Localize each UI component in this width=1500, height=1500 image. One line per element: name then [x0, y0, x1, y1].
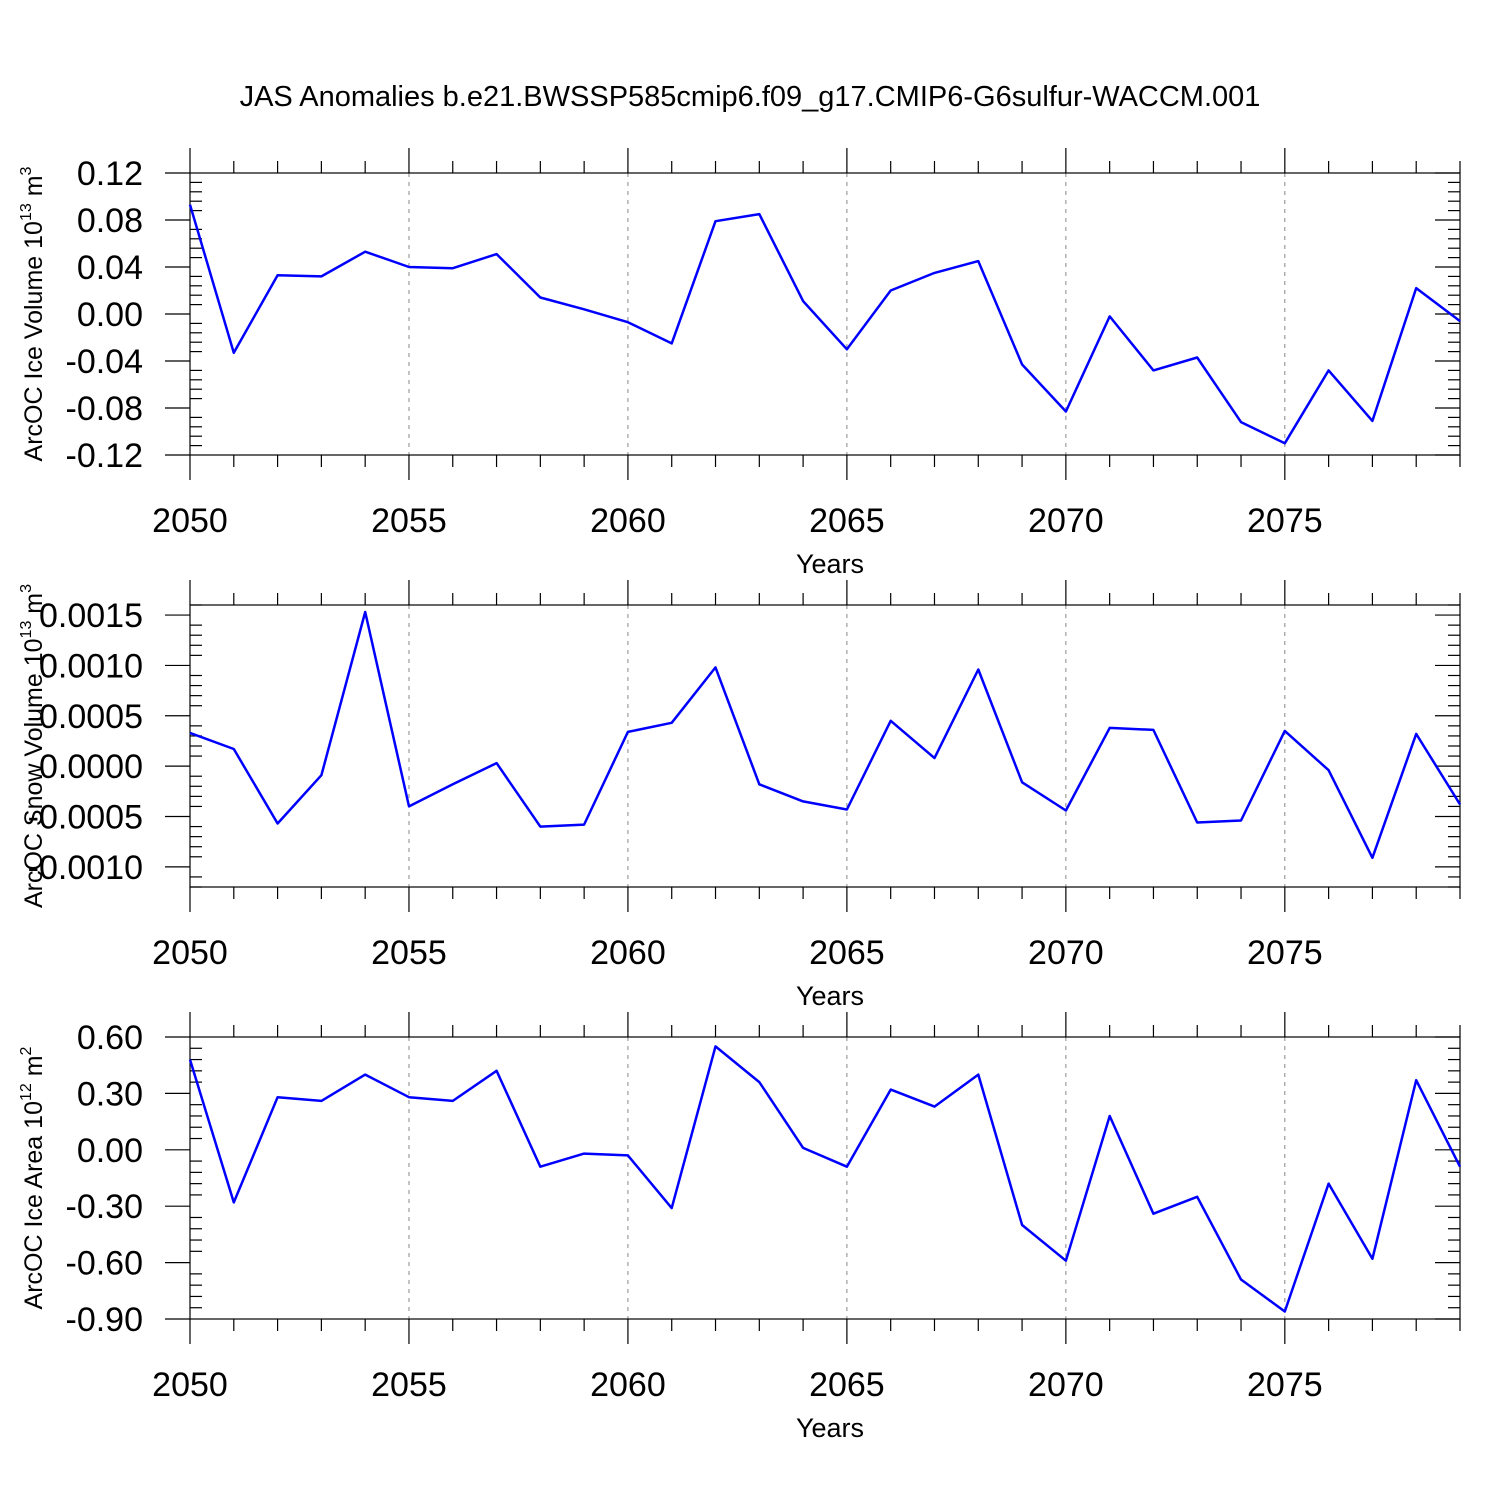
x-tick-label: 2050 — [152, 1366, 228, 1404]
x-tick-label: 2075 — [1247, 1366, 1323, 1404]
y-tick-label: 0.0005 — [39, 698, 143, 736]
y-tick-label: -0.08 — [66, 390, 144, 428]
y-tick-label: -0.04 — [66, 343, 144, 381]
y-tick-label: 0.0000 — [39, 748, 143, 786]
x-tick-label: 2060 — [590, 1366, 666, 1404]
y-tick-label: 0.00 — [77, 1132, 143, 1170]
panel-3: 2050 2055 2060 2065 2070 2075 Years -0.90 -0.60 -… — [18, 1012, 1462, 1443]
x-tick-label: 2070 — [1028, 934, 1104, 972]
x-tick-label: 2055 — [371, 502, 447, 540]
panel-2: 2050 2055 2060 2065 2070 2075 Years -0.0010 -0.0… — [18, 580, 1462, 1011]
y-tick-label: 0.12 — [77, 155, 143, 193]
x-tick-label: 2065 — [809, 1366, 885, 1404]
series-line — [189, 610, 1462, 860]
y-tick-label: -0.60 — [66, 1245, 144, 1283]
figure-title: JAS Anomalies b.e21.BWSSP585cmip6.f09_g1… — [240, 81, 1261, 113]
y-tick-label: 0.0015 — [39, 597, 143, 635]
x-axis-title: Years — [796, 1413, 864, 1443]
panel-1: 2050 2055 2060 2065 2070 2075 Years -0.12 -0.08 -… — [18, 148, 1461, 579]
y-axis-title: ArcOC Ice Volume 1013 m3 — [18, 166, 48, 461]
panels: 2050 2055 2060 2065 2070 2075 Years -0.12 -0.08 -… — [18, 148, 1462, 1443]
y-tick-label: 0.00 — [77, 296, 143, 334]
y-axis-title: ArcOC Ice Area 1012 m2 — [18, 1046, 48, 1309]
y-tick-label: 0.04 — [77, 249, 143, 287]
x-tick-label: 2065 — [809, 502, 885, 540]
x-tick-label: 2055 — [371, 934, 447, 972]
y-tick-label: 0.0010 — [39, 647, 143, 685]
y-tick-label: -0.0010 — [28, 849, 143, 887]
series-line — [188, 204, 1461, 445]
y-tick-label: -0.90 — [66, 1301, 144, 1339]
plot-frame — [189, 604, 1461, 888]
x-tick-label: 2065 — [809, 934, 885, 972]
x-tick-label: 2055 — [371, 1366, 447, 1404]
x-tick-label: 2060 — [590, 502, 666, 540]
y-tick-label: 0.08 — [77, 202, 143, 240]
x-axis-title: Years — [796, 549, 864, 579]
y-tick-label: -0.30 — [66, 1188, 144, 1226]
x-tick-label: 2070 — [1028, 1366, 1104, 1404]
x-tick-label: 2060 — [590, 934, 666, 972]
y-tick-label: 0.60 — [77, 1019, 143, 1057]
x-axis-title: Years — [796, 981, 864, 1011]
x-tick-label: 2075 — [1247, 934, 1323, 972]
x-tick-label: 2075 — [1247, 502, 1323, 540]
plot-frame — [189, 172, 1461, 456]
y-tick-label: -0.12 — [66, 437, 144, 475]
x-tick-label: 2050 — [152, 934, 228, 972]
x-tick-label: 2050 — [152, 502, 228, 540]
series-line — [188, 1045, 1462, 1313]
plot-frame — [189, 1036, 1461, 1320]
y-axis-title: ArcOC Snow Volume 1013 m3 — [18, 584, 48, 908]
y-tick-label: -0.0005 — [28, 799, 143, 837]
x-tick-label: 2070 — [1028, 502, 1104, 540]
y-tick-label: 0.30 — [77, 1075, 143, 1113]
